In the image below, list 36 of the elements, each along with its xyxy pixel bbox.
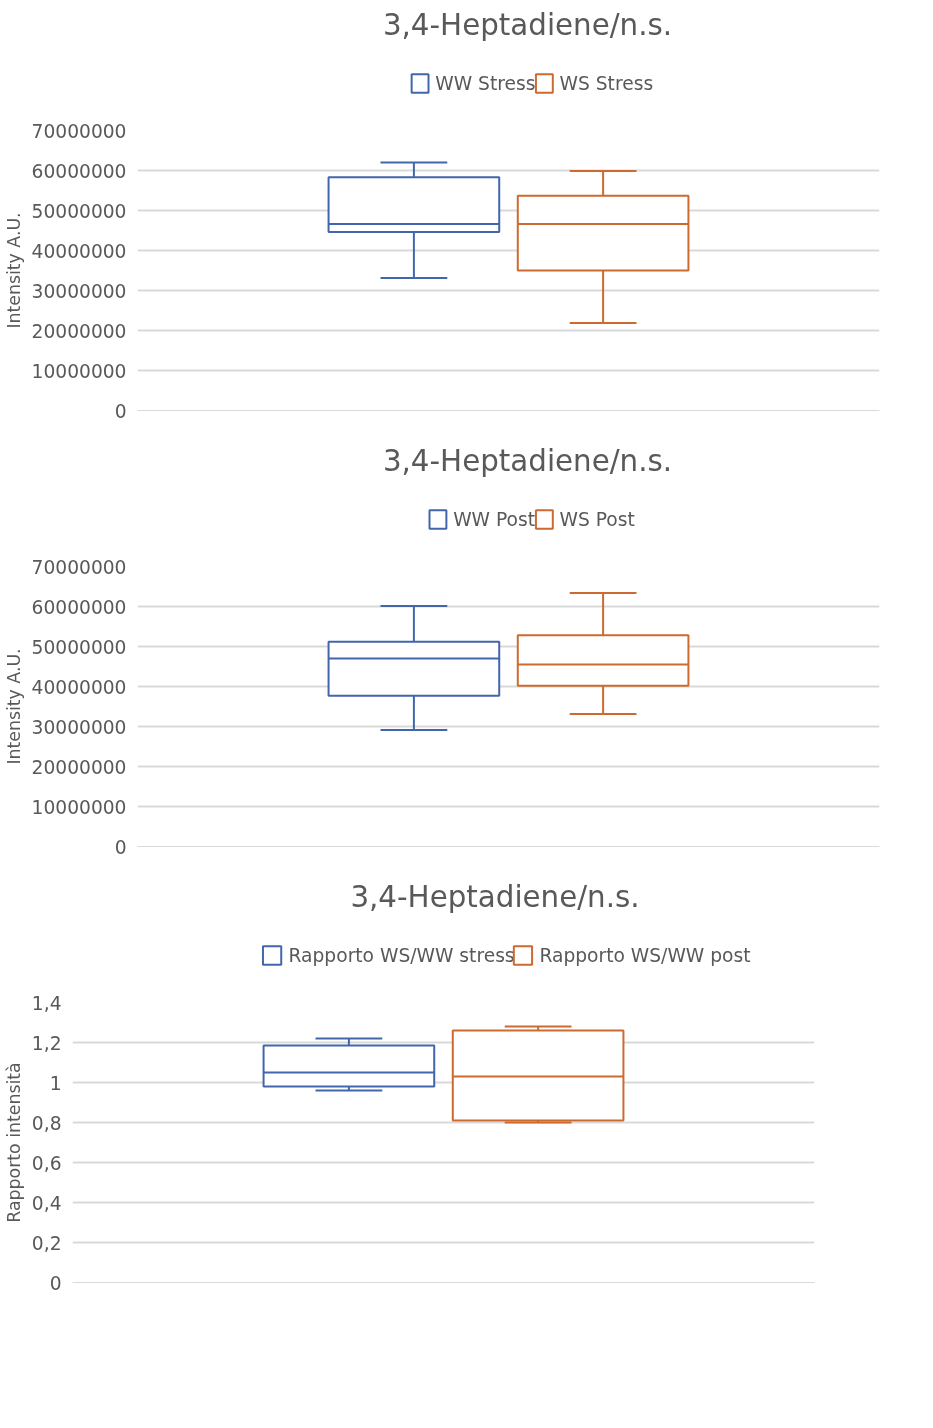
legend-label: WS Post (559, 509, 635, 530)
legend-label: WW Post (453, 509, 535, 530)
y-tick-label: 0,4 (31, 1192, 62, 1214)
y-tick-label: 50000000 (31, 636, 127, 658)
y-tick-label: 20000000 (31, 756, 127, 778)
chart-title: 3,4-Heptadiene/n.s. (350, 879, 640, 914)
y-tick-label: 60000000 (31, 160, 127, 182)
y-tick-label: 10000000 (31, 360, 127, 382)
y-tick-label: 1,2 (31, 1032, 62, 1054)
chart-title: 3,4-Heptadiene/n.s. (382, 7, 673, 42)
y-tick-label: 60000000 (31, 596, 127, 618)
y-tick-label: 30000000 (31, 280, 127, 302)
y-tick-label: 1,4 (31, 992, 62, 1014)
y-tick-label: 50000000 (31, 200, 127, 222)
legend-label: WW Stress (435, 73, 536, 94)
y-tick-label: 10000000 (31, 796, 127, 818)
y-tick-label: 40000000 (31, 240, 127, 262)
y-axis-title: Intensity A.U. (3, 212, 24, 329)
y-tick-label: 1 (49, 1072, 62, 1094)
chart-title: 3,4-Heptadiene/n.s. (382, 443, 673, 478)
y-tick-label: 0 (114, 400, 127, 422)
legend-label: Rapporto WS/WW stress (288, 945, 515, 966)
y-tick-label: 0 (114, 836, 127, 858)
y-tick-label: 30000000 (31, 716, 127, 738)
legend-label: Rapporto WS/WW post (539, 945, 751, 966)
y-tick-label: 0,2 (31, 1232, 62, 1254)
y-tick-label: 40000000 (31, 676, 127, 698)
y-tick-label: 0,6 (31, 1152, 62, 1174)
y-axis-title: Intensity A.U. (3, 648, 24, 765)
y-tick-label: 0 (49, 1272, 62, 1294)
y-tick-label: 20000000 (31, 320, 127, 342)
legend-label: WS Stress (559, 73, 654, 94)
y-tick-label: 70000000 (31, 120, 127, 142)
y-axis-title: Rapporto intensità (3, 1062, 24, 1223)
y-tick-label: 0,8 (31, 1112, 62, 1134)
y-tick-label: 70000000 (31, 556, 127, 578)
